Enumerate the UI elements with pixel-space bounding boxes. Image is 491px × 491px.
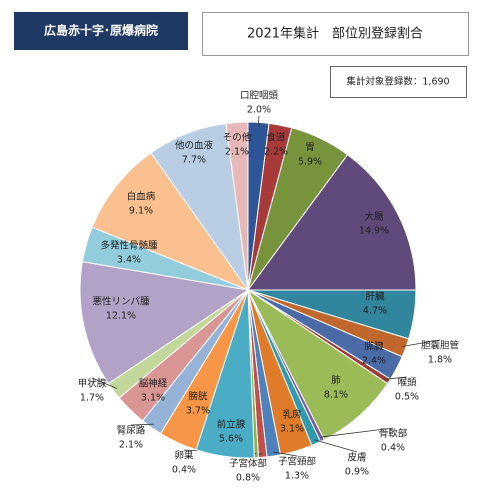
slice-value-label: 2.1% [225,147,249,158]
slice-label: 肺 [331,376,341,387]
slice-value-label: 5.9% [298,157,322,168]
slice-value-label: 3.7% [186,406,210,417]
slice-label: 他の血液 [175,140,214,152]
slice-label: 乳房 [282,409,301,421]
slice-value-label: 3.1% [280,424,304,435]
leader-line [273,451,298,457]
slice-label: 子宮頸部 [278,456,316,468]
leader-line [401,339,441,347]
slice-label: 大腸 [364,211,384,223]
pie-slice [91,152,250,292]
slice-label: 脳神経 [139,378,168,390]
slice-value-label: 5.6% [219,434,243,445]
slice-label: 食道 [266,132,286,144]
hospital-name: 広島赤十字･原爆病院 [44,23,158,38]
slice-label: 皮膚 [347,452,366,464]
leader-line [314,439,358,453]
slice-label: 胆嚢胆管 [421,340,459,352]
slice-value-label: 0.4% [172,465,196,476]
slice-label: 腎尿路 [117,425,146,437]
slice-label: 前立腺 [217,419,246,431]
leader-line [130,423,154,426]
slice-label: 子宮体部 [229,458,267,470]
slice-value-label: 9.1% [129,206,153,217]
title-box [202,12,469,56]
slice-value-label: 3.4% [117,255,141,266]
note: 集計対象登録数：1,690 [346,76,449,88]
slice-value-label: 2.4% [362,356,386,367]
leader-line [385,376,408,380]
slice-value-label: 0.4% [381,443,405,454]
pie-slice [247,154,417,291]
slice-value-label: 1.8% [428,355,452,366]
slice-value-label: 12.1% [106,311,136,322]
pie-slice [225,121,249,291]
slice-label: その他 [223,132,252,144]
slice-label: 肝臓 [365,292,385,303]
slice-value-label: 14.9% [359,226,389,237]
slice-value-label: 8.1% [324,390,348,401]
pie-slice [79,261,250,385]
slice-value-label: 3.1% [141,393,165,404]
slice-value-label: 0.8% [236,473,260,484]
slice-value-label: 1.3% [285,471,309,482]
slice-value-label: 4.7% [363,306,387,317]
slice-value-label: 2.2% [264,147,288,158]
slice-label: 白血病 [127,191,156,203]
chart-title: 2021年集計 部位別登録割合 [247,26,423,42]
note-box [330,66,467,98]
header-box [14,12,188,50]
slice-label: 骨軟部 [379,428,408,440]
slice-value-label: 2.0% [247,105,271,116]
slice-value-label: 0.9% [345,467,369,478]
slice-value-label: 7.7% [182,155,206,166]
slice-value-label: 0.5% [395,392,419,403]
leader-line [91,377,118,389]
slice-label: 膵臓 [364,342,384,353]
slice-label: 口腔咽頭 [240,90,279,102]
leader-line [320,427,394,438]
slice-label: 胃 [305,143,315,154]
slice-label: 甲状腺 [78,378,107,390]
slice-value-label: 2.1% [119,440,143,451]
slice-value-label: 1.7% [80,393,104,404]
slice-label: 卵巣 [174,450,194,462]
slice-label: 膀胱 [188,391,208,403]
slice-label: 喉頭 [397,377,417,389]
leader-line [257,115,260,127]
slice-label: 悪性リンパ腫 [92,296,150,308]
slice-label: 多発性骨髄腫 [100,240,158,252]
